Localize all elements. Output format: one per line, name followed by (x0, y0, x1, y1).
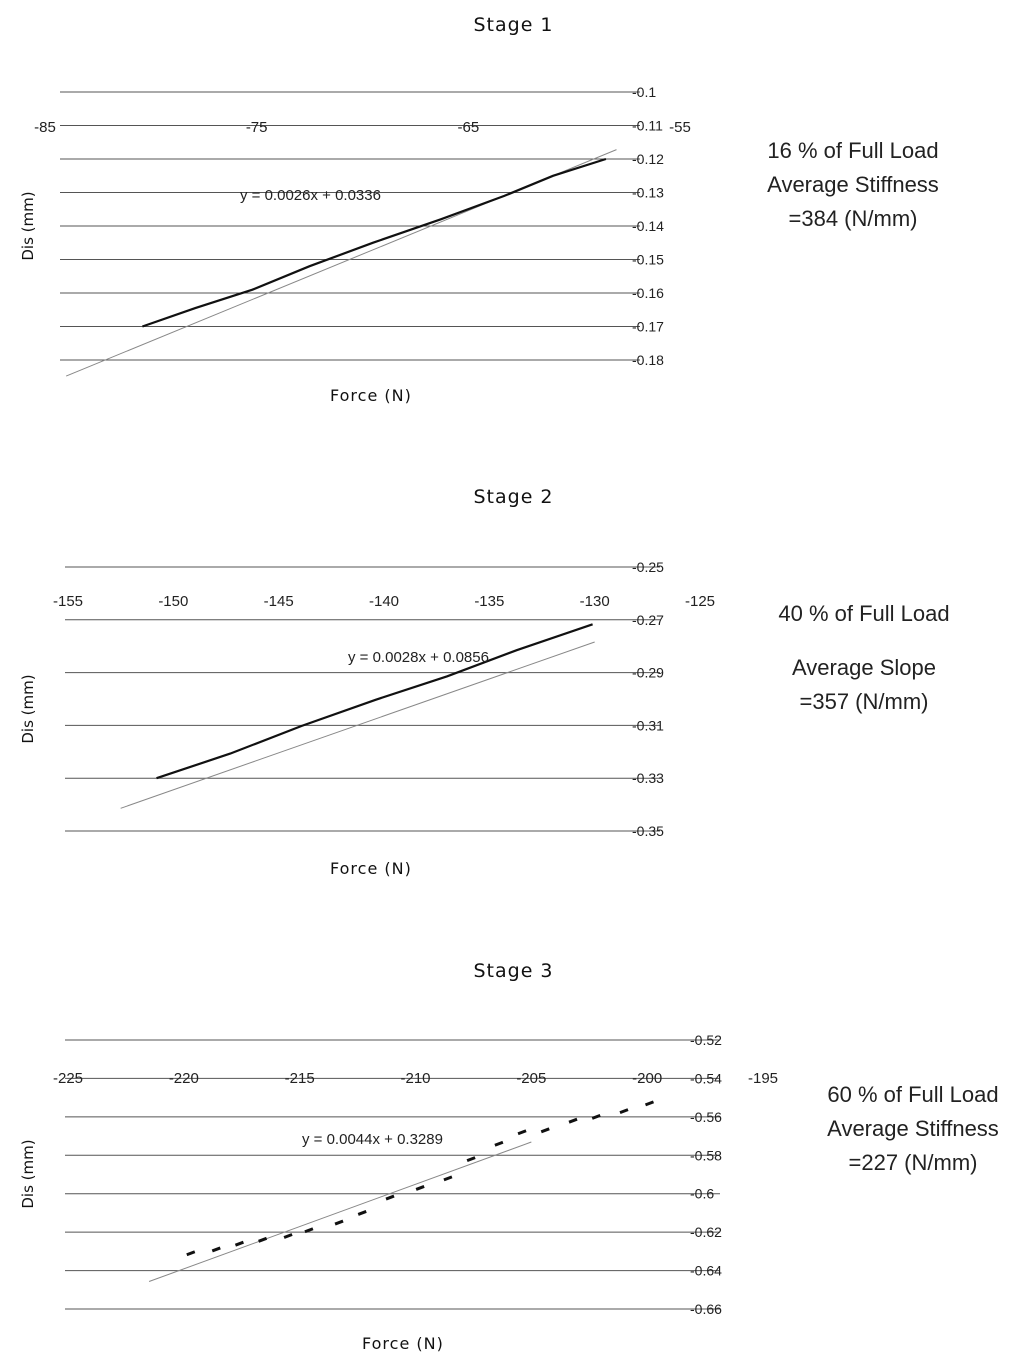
stage-2-note-line-3: =357 (N/mm) (799, 689, 929, 714)
data-point (357, 1210, 367, 1216)
x-tick-label: -155 (53, 593, 83, 610)
data-point (494, 1140, 504, 1147)
y-tick-label: -0.25 (632, 559, 664, 575)
stage-2-note-line-1: 40 % of Full Load (778, 601, 950, 626)
data-point (517, 1129, 527, 1136)
y-tick-label: -0.17 (632, 319, 664, 335)
stage-3-note: 60 % of Full Load Average Stiffness =227… (798, 1078, 1027, 1180)
x-tick-label: -125 (685, 593, 715, 610)
x-tick-label: -140 (369, 593, 399, 610)
y-tick-label: -0.15 (632, 252, 664, 268)
y-tick-label: -0.27 (632, 612, 664, 628)
y-tick-label: -0.58 (690, 1147, 722, 1163)
data-point (619, 1108, 629, 1114)
x-tick-label: -225 (53, 1070, 83, 1087)
y-tick-label: -0.16 (632, 285, 664, 301)
y-tick-label: -0.11 (632, 118, 663, 134)
data-point (334, 1219, 344, 1226)
y-tick-label: -0.18 (632, 352, 664, 368)
y-tick-label: -0.1 (632, 84, 656, 100)
data-point (186, 1250, 196, 1257)
x-tick-label: -55 (669, 119, 691, 136)
y-tick-label: -0.13 (632, 185, 664, 201)
data-point (304, 1227, 314, 1234)
x-tick-label: -85 (34, 119, 56, 136)
x-tick-label: -200 (632, 1070, 662, 1087)
y-tick-label: -0.29 (632, 665, 664, 681)
y-tick-label: -0.33 (632, 770, 664, 786)
y-tick-label: -0.12 (632, 151, 664, 167)
stage-2-title: Stage 2 (473, 486, 554, 508)
trendline (148, 1141, 532, 1282)
data-point (415, 1185, 425, 1191)
x-tick-label: -215 (285, 1070, 315, 1087)
x-tick-label: -210 (400, 1070, 430, 1087)
stage-3-note-line-2: Average Stiffness (827, 1116, 999, 1141)
stage-1-note: 16 % of Full Load Average Stiffness =384… (728, 134, 978, 236)
y-tick-label: -0.64 (690, 1263, 722, 1279)
stage-1-title: Stage 1 (473, 14, 554, 36)
stage-1-xlabel: Force (N) (330, 386, 412, 405)
stage-1-note-line-2: Average Stiffness (767, 172, 939, 197)
data-point (568, 1117, 578, 1124)
x-tick-label: -205 (516, 1070, 546, 1087)
x-tick-label: -220 (169, 1070, 199, 1087)
stage-3-xlabel: Force (N) (362, 1334, 444, 1353)
stage-3-note-line-3: =227 (N/mm) (848, 1150, 978, 1175)
data-series-line (156, 623, 593, 780)
x-tick-label: -135 (474, 593, 504, 610)
stage-1-note-line-3: =384 (N/mm) (788, 206, 918, 231)
y-tick-label: -0.31 (632, 717, 664, 733)
data-series-line (142, 157, 607, 328)
stage-2-note-line-2: Average Slope (792, 655, 936, 680)
y-tick-label: -0.35 (632, 823, 664, 839)
trendline-equation: y = 0.0026x + 0.0336 (240, 187, 381, 204)
x-tick-label: -75 (246, 119, 268, 136)
stage-2-note: 40 % of Full Load Average Slope =357 (N/… (744, 597, 984, 719)
data-point (385, 1194, 395, 1201)
trendline-equation: y = 0.0044x + 0.3289 (302, 1131, 443, 1148)
x-tick-label: -130 (580, 593, 610, 610)
y-tick-label: -0.6 (690, 1186, 714, 1202)
x-tick-label: -150 (158, 593, 188, 610)
stage-3-note-line-1: 60 % of Full Load (827, 1082, 999, 1107)
stage-2-note-spacer (744, 631, 984, 651)
trendline (120, 641, 595, 809)
data-point (466, 1156, 476, 1163)
stage-2-plot: -0.25 -0.27 -0.29 -0.31 -0.33 -0.35 -155 -150 -1… (53, 559, 715, 839)
y-tick-label: -0.56 (690, 1109, 722, 1125)
stage-3-title: Stage 3 (473, 960, 554, 982)
stage-2-xlabel: Force (N) (330, 859, 412, 878)
y-tick-label: -0.66 (690, 1301, 722, 1317)
stage-1-plot: -0.1 -0.11 -0.12 -0.13 -0.14 -0.15 -0.16 -0.17 -… (34, 84, 691, 377)
data-point (540, 1127, 550, 1134)
y-tick-label: -0.52 (690, 1032, 722, 1048)
x-tick-label: -65 (457, 119, 479, 136)
data-point (258, 1236, 268, 1243)
data-point (211, 1246, 221, 1253)
y-tick-label: -0.54 (690, 1070, 722, 1086)
trendline-equation: y = 0.0028x + 0.0856 (348, 649, 489, 666)
data-point (283, 1233, 293, 1239)
stage-2-ylabel: Dis (mm) (19, 674, 37, 744)
y-tick-label: -0.14 (632, 218, 664, 234)
stage-3-plot: -0.52 -0.54 -0.56 -0.58 -0.6 -0.62 -0.64 -0.66 -… (53, 1032, 778, 1317)
data-point (443, 1175, 453, 1182)
data-point (234, 1240, 244, 1247)
x-tick-label: -145 (264, 593, 294, 610)
stage-1-ylabel: Dis (mm) (19, 191, 37, 261)
stage-3-ylabel: Dis (mm) (19, 1139, 37, 1209)
data-point (591, 1113, 601, 1120)
stage-1-note-line-1: 16 % of Full Load (767, 138, 939, 163)
x-tick-label: -195 (748, 1070, 778, 1087)
y-tick-label: -0.62 (690, 1224, 722, 1240)
data-point (644, 1100, 655, 1107)
